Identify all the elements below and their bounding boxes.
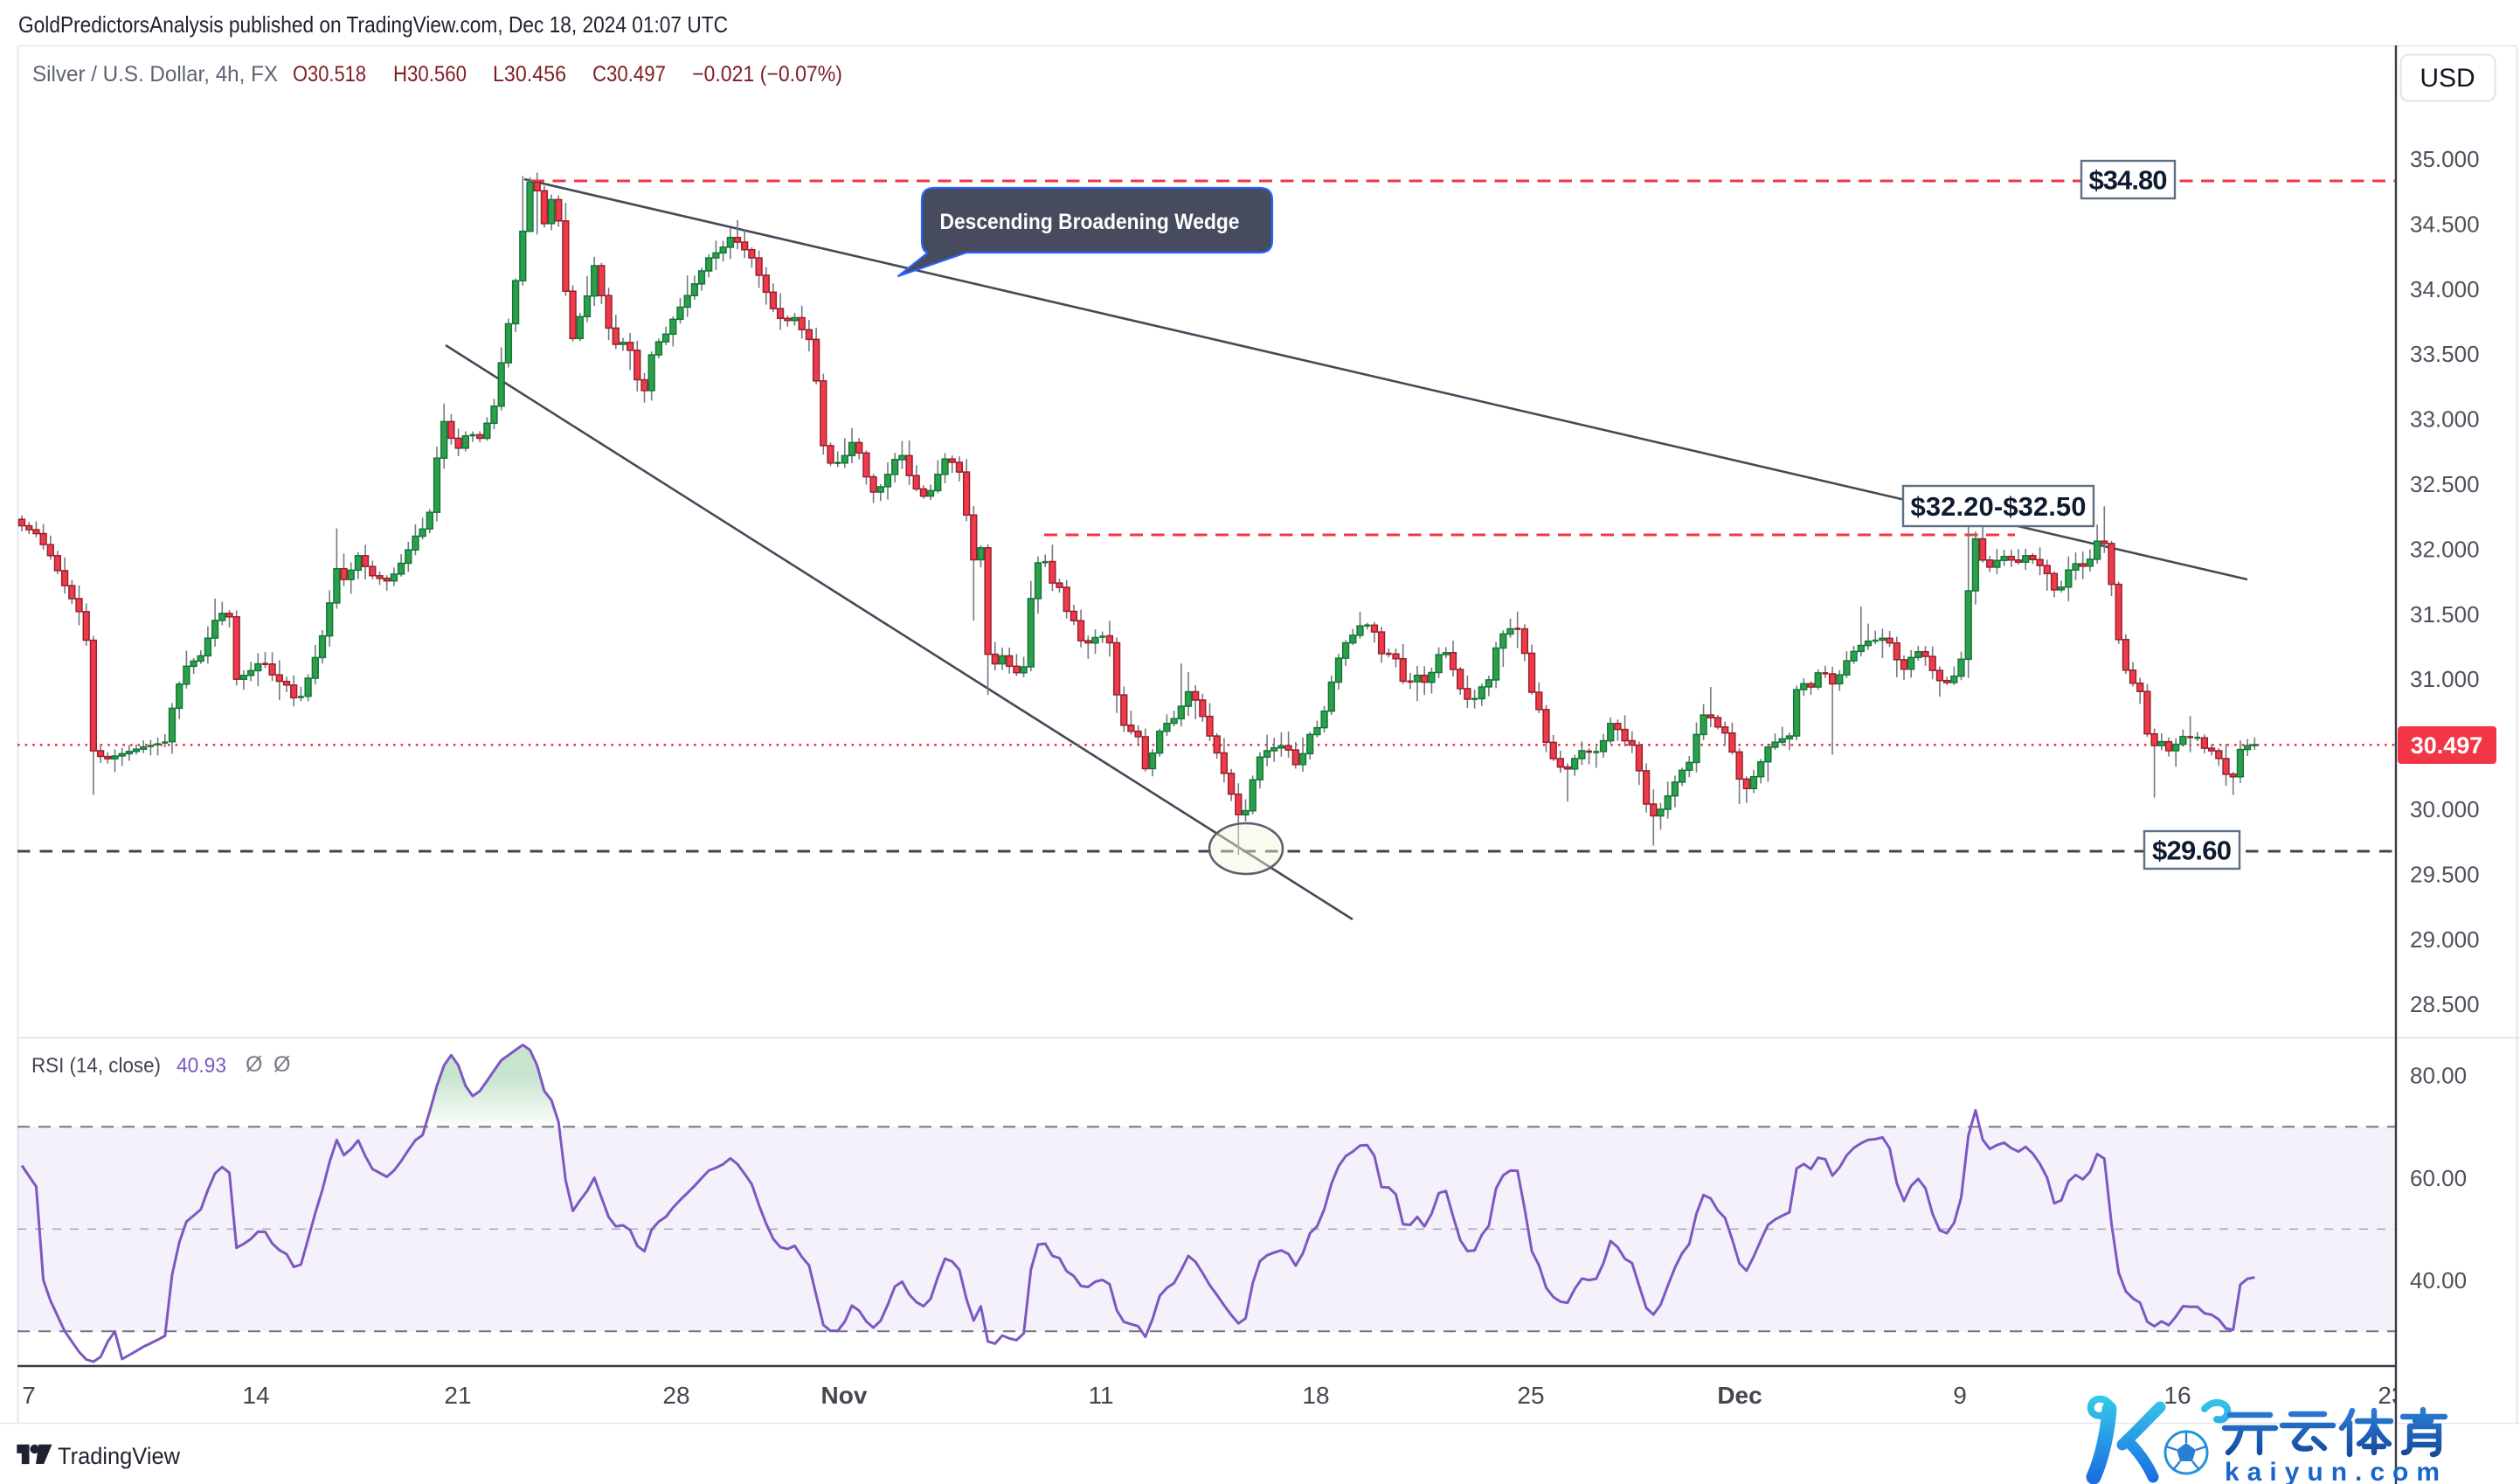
svg-text:Silver / U.S. Dollar, 4h, FX: Silver / U.S. Dollar, 4h, FX [32, 62, 278, 87]
svg-text:$34.80: $34.80 [2089, 165, 2168, 196]
svg-text:25: 25 [1517, 1382, 1544, 1409]
svg-text:C30.497: C30.497 [592, 62, 666, 87]
svg-text:kaiyun.com: kaiyun.com [2225, 1458, 2447, 1484]
svg-text:USD: USD [2420, 64, 2475, 93]
svg-text:9: 9 [1953, 1382, 1967, 1409]
svg-text:18: 18 [1302, 1382, 1329, 1409]
svg-text:28: 28 [662, 1382, 689, 1409]
svg-text:Ø: Ø [273, 1052, 290, 1077]
svg-text:29.500: 29.500 [2410, 861, 2480, 887]
svg-text:16: 16 [2163, 1382, 2191, 1409]
svg-text:Nov: Nov [821, 1382, 868, 1409]
svg-text:80.00: 80.00 [2410, 1063, 2467, 1089]
svg-text:Dec: Dec [1717, 1382, 1762, 1409]
svg-text:23: 23 [2378, 1382, 2405, 1409]
svg-text:TradingView: TradingView [58, 1443, 180, 1469]
svg-text:40.93: 40.93 [177, 1054, 226, 1078]
svg-text:34.000: 34.000 [2410, 276, 2480, 302]
svg-text:34.500: 34.500 [2410, 211, 2480, 237]
svg-text:28.500: 28.500 [2410, 991, 2480, 1017]
svg-text:11: 11 [1088, 1382, 1113, 1409]
svg-text:L30.456: L30.456 [493, 62, 566, 87]
svg-text:30.000: 30.000 [2410, 796, 2480, 822]
svg-text:$32.20-$32.50: $32.20-$32.50 [1911, 491, 2087, 522]
svg-text:H30.560: H30.560 [393, 62, 467, 87]
svg-text:60.00: 60.00 [2410, 1165, 2467, 1191]
svg-text:35.000: 35.000 [2410, 146, 2480, 172]
svg-text:40.00: 40.00 [2410, 1267, 2467, 1293]
svg-text:31.500: 31.500 [2410, 601, 2480, 628]
svg-text:Descending Broadening Wedge: Descending Broadening Wedge [940, 210, 1240, 234]
svg-text:7: 7 [22, 1382, 36, 1409]
svg-text:32.500: 32.500 [2410, 471, 2480, 497]
svg-text:RSI (14, close): RSI (14, close) [31, 1054, 161, 1078]
svg-text:14: 14 [242, 1382, 269, 1409]
svg-text:32.000: 32.000 [2410, 536, 2480, 562]
svg-text:33.500: 33.500 [2410, 341, 2480, 367]
svg-text:Ø: Ø [246, 1052, 262, 1077]
svg-text:31.000: 31.000 [2410, 666, 2480, 692]
svg-text:29.000: 29.000 [2410, 926, 2480, 953]
svg-text:O30.518: O30.518 [293, 62, 366, 87]
svg-text:21: 21 [444, 1382, 471, 1409]
svg-text:30.497: 30.497 [2411, 732, 2483, 759]
svg-text:$29.60: $29.60 [2152, 836, 2232, 866]
svg-text:GoldPredictorsAnalysis publish: GoldPredictorsAnalysis published on Trad… [18, 11, 728, 38]
svg-text:−0.021 (−0.07%): −0.021 (−0.07%) [692, 62, 842, 87]
svg-text:33.000: 33.000 [2410, 406, 2480, 433]
